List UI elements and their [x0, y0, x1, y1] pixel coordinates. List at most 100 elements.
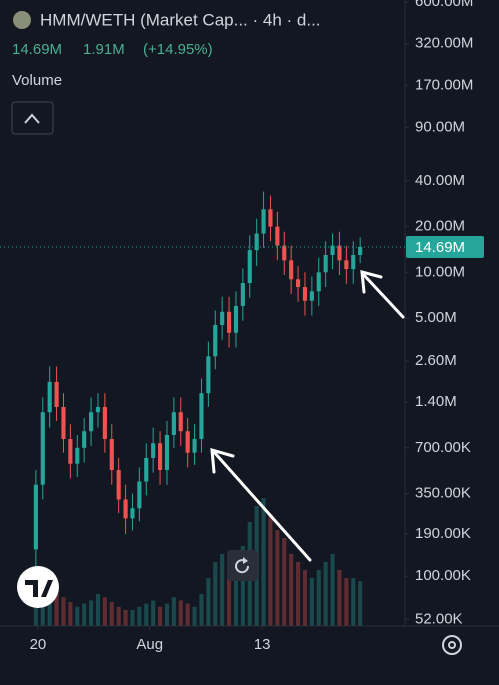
y-tick-label: 5.00M — [415, 309, 457, 326]
candle-body — [213, 325, 218, 357]
volume-bar — [33, 594, 38, 626]
candle-body — [95, 406, 101, 413]
candle-body — [295, 279, 301, 288]
candle-body — [33, 484, 38, 550]
collapse-icon — [24, 113, 40, 124]
candle-body — [351, 255, 356, 270]
reset-button[interactable] — [227, 550, 258, 581]
y-tick-label: 2.60M — [415, 352, 457, 369]
volume-bar — [116, 606, 121, 626]
y-tick-label: 190.00K — [415, 525, 471, 542]
volume-bar — [137, 606, 142, 626]
candle-body — [123, 499, 128, 519]
volume-bar — [82, 603, 87, 626]
logo-glyph — [25, 580, 53, 597]
volume-bar — [75, 606, 80, 626]
chart-title[interactable]: HMM/WETH (Market Cap... · 4h · d... — [40, 10, 321, 29]
candle-body — [144, 457, 149, 482]
volume-bar — [344, 578, 349, 626]
volume-bar — [144, 603, 149, 626]
candle-body — [358, 246, 363, 256]
volume-bar — [171, 597, 176, 626]
volume-bar — [89, 600, 94, 626]
volume-bar — [151, 600, 156, 626]
volume-bar — [330, 554, 335, 626]
settings-icon — [448, 641, 456, 649]
candle-body — [157, 443, 163, 470]
y-tick-label: 700.00K — [415, 439, 471, 456]
volume-bar — [130, 610, 135, 626]
candle-body — [268, 209, 273, 227]
last-price-tag — [406, 235, 484, 258]
candle-body — [254, 233, 259, 251]
y-tick-label: 100.00K — [415, 567, 471, 584]
candle-body — [82, 431, 87, 448]
volume-bar — [95, 594, 101, 626]
candle-body — [116, 469, 121, 500]
volume-bar — [192, 606, 197, 626]
candle-body — [282, 245, 287, 261]
collapse-button[interactable] — [11, 101, 54, 135]
volume-bar — [102, 597, 107, 626]
candle-body — [68, 438, 73, 464]
candle-body — [323, 255, 328, 273]
volume-bar — [206, 578, 211, 626]
candle-body — [61, 406, 66, 439]
volume-bar — [199, 594, 204, 626]
candle-body — [185, 431, 190, 453]
candle-body — [164, 434, 170, 470]
volume-bar — [233, 562, 239, 626]
volume-bar — [157, 606, 163, 626]
candle-body — [233, 306, 239, 333]
x-tick-label: 13 — [254, 636, 271, 653]
volume-bar — [316, 570, 321, 626]
candle-body — [330, 245, 335, 256]
volume-bar — [240, 546, 245, 626]
candle-body — [302, 287, 308, 301]
candle-body — [192, 438, 197, 453]
candle-body — [220, 311, 225, 326]
reset-icon — [235, 559, 250, 574]
settings-button[interactable] — [442, 635, 462, 655]
volume-bar — [309, 578, 314, 626]
volume-bar — [164, 603, 170, 626]
symbol-icon[interactable] — [13, 11, 31, 29]
candle-body — [226, 311, 232, 333]
candle-body — [247, 250, 252, 284]
candle-body — [137, 481, 142, 509]
volume-bar — [185, 603, 190, 626]
candle-body — [316, 272, 321, 292]
volume-bar — [54, 590, 59, 626]
volume-bar — [123, 610, 128, 626]
x-tick-label: Aug — [136, 636, 163, 653]
y-tick-label: 90.00M — [415, 118, 465, 135]
reset-icon-head — [243, 557, 248, 564]
volume-bar — [295, 562, 301, 626]
candle-body — [309, 291, 314, 301]
candle-body — [206, 356, 211, 394]
candle-body — [261, 209, 266, 234]
x-tick-label: 20 — [30, 636, 47, 653]
candle-body — [102, 406, 107, 439]
y-tick-label: 10.00M — [415, 263, 465, 280]
legend-close: 14.69M — [12, 41, 62, 58]
volume-bar — [68, 602, 73, 626]
volume-bar — [323, 562, 328, 626]
candle-body — [171, 412, 176, 435]
volume-bar — [268, 514, 273, 626]
y-tick-label: 52.00K — [415, 610, 463, 627]
candle-body — [344, 260, 349, 270]
volume-bar — [337, 570, 342, 626]
volume-bar — [351, 578, 356, 626]
y-tick-label: 170.00M — [415, 76, 473, 93]
legend-change-pct: (+14.95%) — [143, 41, 213, 58]
arrow-annotation — [210, 447, 312, 562]
arrow-annotation — [360, 269, 405, 319]
volume-bar — [358, 581, 363, 626]
candle-body — [275, 226, 280, 246]
candle-body — [289, 260, 294, 280]
candle-body — [89, 412, 94, 432]
volume-bar — [178, 600, 183, 626]
